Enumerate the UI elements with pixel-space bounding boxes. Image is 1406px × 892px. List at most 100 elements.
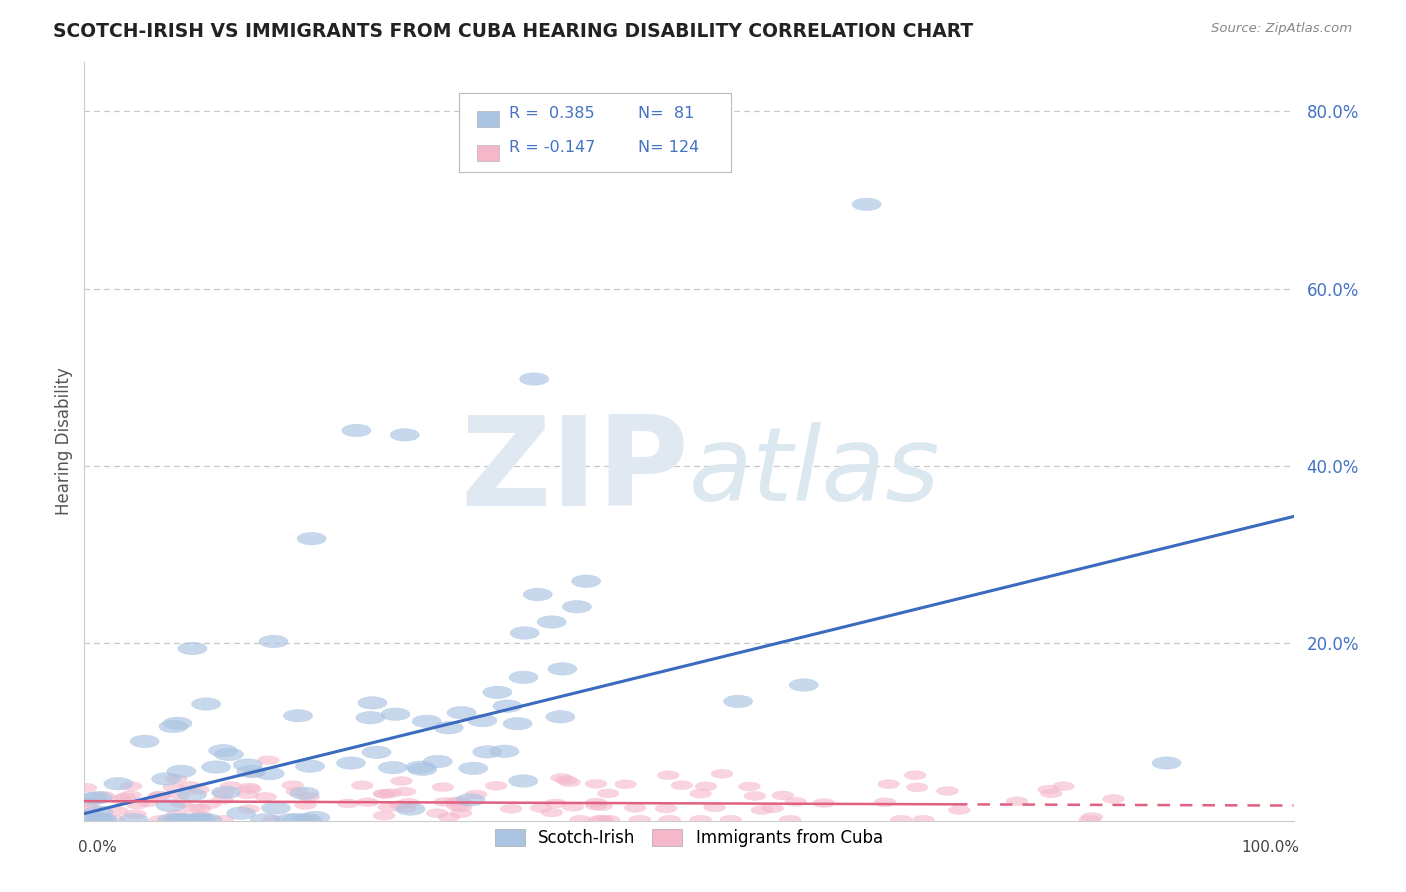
Ellipse shape [159, 721, 188, 732]
Ellipse shape [949, 805, 970, 814]
Ellipse shape [509, 775, 537, 787]
Ellipse shape [396, 803, 425, 815]
Ellipse shape [391, 429, 419, 442]
Ellipse shape [1007, 797, 1028, 805]
Ellipse shape [295, 760, 325, 772]
Ellipse shape [169, 790, 190, 799]
Ellipse shape [614, 780, 637, 789]
Ellipse shape [163, 717, 193, 730]
Ellipse shape [695, 782, 717, 790]
Ellipse shape [110, 795, 131, 804]
Ellipse shape [284, 814, 312, 826]
Text: N=  81: N= 81 [638, 106, 695, 120]
Ellipse shape [1038, 785, 1060, 794]
Ellipse shape [380, 789, 401, 797]
Ellipse shape [558, 778, 581, 787]
Ellipse shape [156, 799, 186, 812]
Ellipse shape [875, 797, 896, 806]
Ellipse shape [548, 663, 576, 675]
Ellipse shape [179, 781, 201, 790]
Ellipse shape [236, 765, 266, 778]
Ellipse shape [75, 783, 97, 792]
Ellipse shape [294, 800, 316, 809]
Ellipse shape [337, 799, 359, 808]
Ellipse shape [120, 791, 141, 799]
Ellipse shape [690, 815, 711, 824]
Ellipse shape [239, 783, 260, 792]
Ellipse shape [212, 796, 233, 805]
Ellipse shape [177, 814, 207, 826]
Ellipse shape [381, 708, 411, 721]
Ellipse shape [149, 791, 172, 800]
Ellipse shape [83, 814, 111, 826]
Ellipse shape [877, 780, 900, 789]
Ellipse shape [520, 373, 548, 385]
FancyBboxPatch shape [460, 93, 731, 172]
Ellipse shape [191, 698, 221, 710]
Ellipse shape [624, 804, 647, 813]
Ellipse shape [342, 425, 371, 437]
Ellipse shape [191, 812, 212, 821]
Ellipse shape [541, 808, 562, 817]
Ellipse shape [456, 794, 485, 806]
Ellipse shape [489, 745, 519, 757]
Ellipse shape [184, 815, 207, 824]
Ellipse shape [254, 792, 277, 801]
Ellipse shape [114, 793, 136, 802]
Ellipse shape [163, 814, 193, 826]
Ellipse shape [450, 809, 472, 818]
Ellipse shape [238, 805, 260, 814]
Ellipse shape [167, 765, 195, 778]
Text: 100.0%: 100.0% [1241, 839, 1299, 855]
Ellipse shape [373, 789, 395, 798]
Ellipse shape [562, 802, 583, 811]
Ellipse shape [813, 798, 835, 807]
Ellipse shape [149, 815, 172, 824]
Ellipse shape [170, 799, 193, 808]
Ellipse shape [671, 780, 693, 789]
Ellipse shape [1081, 813, 1102, 822]
Ellipse shape [585, 801, 607, 810]
Ellipse shape [374, 789, 395, 798]
Ellipse shape [1152, 756, 1181, 769]
Ellipse shape [591, 802, 612, 811]
Ellipse shape [233, 759, 263, 772]
Ellipse shape [1102, 795, 1125, 804]
Ellipse shape [458, 762, 488, 774]
Ellipse shape [585, 798, 607, 807]
Ellipse shape [472, 746, 502, 758]
Ellipse shape [434, 722, 463, 734]
Ellipse shape [363, 746, 391, 758]
Ellipse shape [655, 804, 678, 813]
Ellipse shape [198, 800, 221, 809]
Ellipse shape [465, 790, 486, 799]
Ellipse shape [152, 772, 181, 785]
Ellipse shape [239, 785, 262, 794]
Ellipse shape [187, 814, 215, 826]
Ellipse shape [907, 783, 928, 792]
Ellipse shape [711, 770, 733, 778]
Ellipse shape [408, 764, 437, 775]
Ellipse shape [450, 803, 472, 812]
Ellipse shape [166, 774, 187, 783]
Ellipse shape [426, 809, 449, 818]
Ellipse shape [395, 804, 416, 813]
FancyBboxPatch shape [478, 111, 499, 127]
Legend: Scotch-Irish, Immigrants from Cuba: Scotch-Irish, Immigrants from Cuba [488, 822, 890, 854]
Ellipse shape [391, 777, 412, 786]
Ellipse shape [704, 803, 725, 812]
Ellipse shape [494, 700, 522, 713]
Ellipse shape [148, 792, 170, 800]
Ellipse shape [136, 798, 159, 806]
Ellipse shape [357, 797, 378, 806]
Ellipse shape [183, 804, 205, 813]
Ellipse shape [447, 706, 477, 719]
Ellipse shape [212, 789, 235, 797]
Ellipse shape [167, 814, 197, 826]
Ellipse shape [509, 671, 538, 683]
Text: Source: ZipAtlas.com: Source: ZipAtlas.com [1212, 22, 1353, 36]
Ellipse shape [104, 778, 132, 790]
Ellipse shape [84, 805, 112, 818]
Ellipse shape [398, 798, 419, 807]
Text: atlas: atlas [689, 422, 941, 522]
